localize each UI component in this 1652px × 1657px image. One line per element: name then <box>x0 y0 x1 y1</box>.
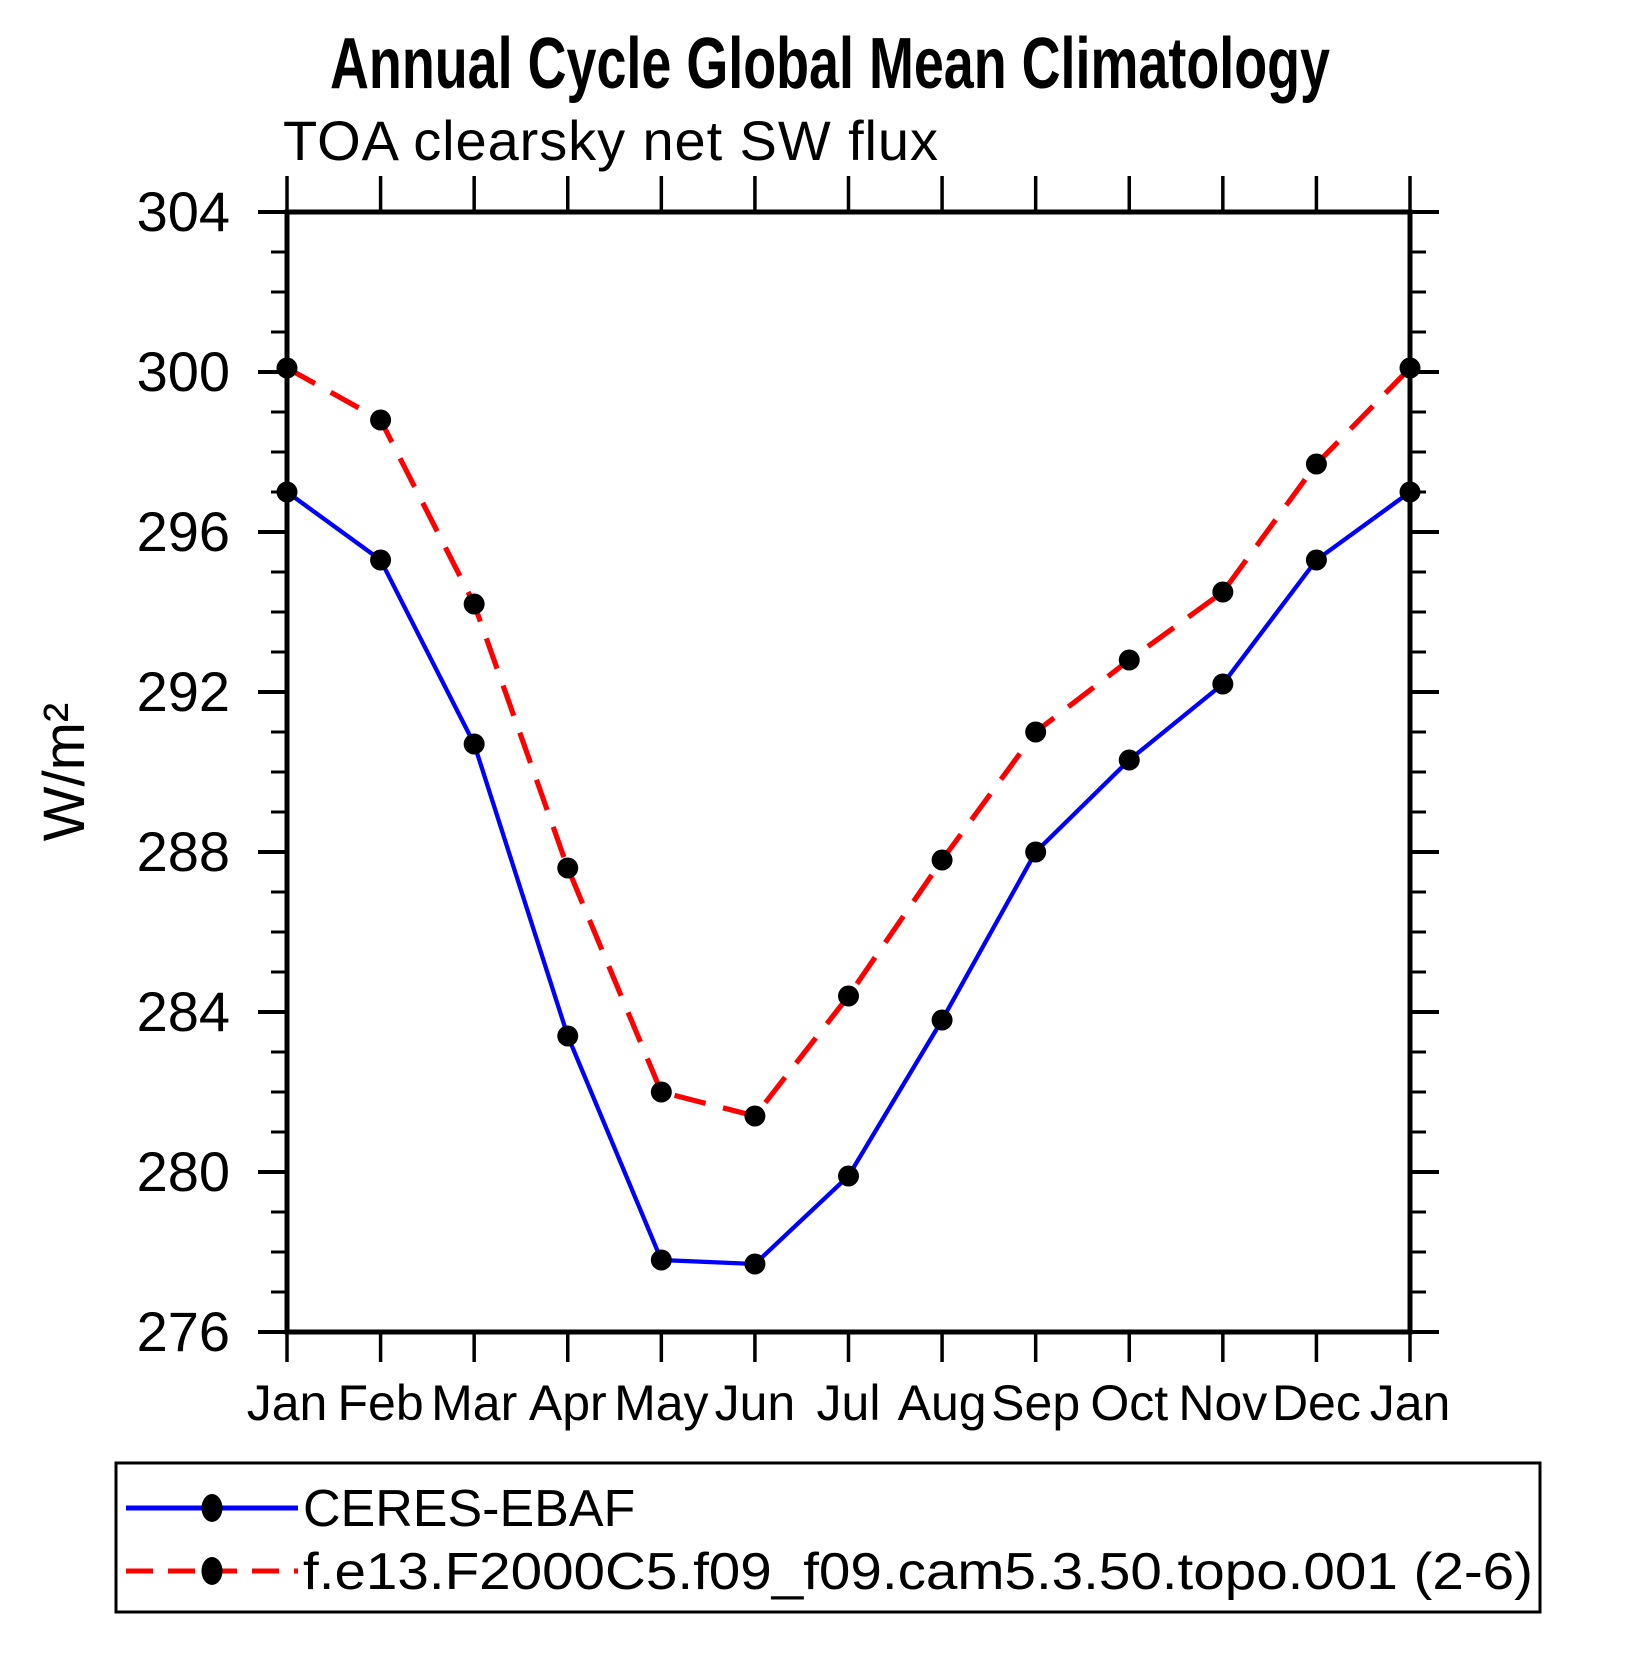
y-axis-title: W/m² <box>32 703 97 842</box>
series-line-ceres-ebaf <box>285 490 1412 1267</box>
y-axis-tick-label: 284 <box>137 980 230 1043</box>
legend-sample-marker <box>201 1494 223 1522</box>
y-axis-tick-label: 300 <box>137 340 230 403</box>
data-point-marker <box>463 593 485 615</box>
data-point-marker <box>650 1081 672 1103</box>
x-axis-tick-label: Dec <box>1272 1375 1361 1431</box>
data-point-marker <box>463 733 485 755</box>
data-point-marker <box>1118 749 1140 771</box>
data-point-marker <box>838 1165 859 1187</box>
y-axis-tick-label: 292 <box>137 660 230 723</box>
x-axis-tick-label: Jan <box>247 1375 328 1431</box>
data-point-marker <box>744 1253 766 1275</box>
x-axis-tick-label: May <box>614 1375 708 1431</box>
data-point-marker <box>370 409 392 431</box>
x-axis-tick-label: Apr <box>529 1375 607 1431</box>
data-point-marker <box>931 1009 953 1031</box>
series-layer <box>276 357 1421 1275</box>
data-point-marker <box>1399 481 1421 503</box>
x-axis-tick-label: Sep <box>991 1375 1080 1431</box>
x-axis-tick-label: Feb <box>337 1375 423 1431</box>
x-axis-tick-label: Jun <box>715 1375 796 1431</box>
data-point-marker <box>1305 453 1327 475</box>
data-point-marker <box>1025 721 1047 743</box>
chart-subtitle: TOA clearsky net SW flux <box>283 109 938 172</box>
data-point-marker <box>931 849 953 871</box>
data-point-marker <box>557 1025 579 1047</box>
legend-box <box>114 1461 1542 1614</box>
y-axis-tick-label: 288 <box>137 820 230 883</box>
data-point-marker <box>276 481 298 503</box>
data-point-marker <box>370 549 392 571</box>
y-axis-tick-label: 296 <box>137 500 230 563</box>
data-point-marker <box>1212 673 1234 695</box>
y-axis-tick-label: 304 <box>137 180 230 243</box>
legend-label-model-run: f.e13.F2000C5.f09_f09.cam5.3.50.topo.001… <box>303 1543 1533 1601</box>
legend-layer <box>114 1461 1542 1614</box>
data-point-marker <box>1305 549 1327 571</box>
x-axis-tick-label: Aug <box>898 1375 987 1431</box>
data-point-marker <box>838 985 859 1007</box>
data-point-marker <box>557 857 579 879</box>
x-axis-tick-label: Jul <box>817 1375 881 1431</box>
data-point-marker <box>744 1105 766 1127</box>
x-axis-tick-label: Mar <box>431 1375 517 1431</box>
data-point-marker <box>1025 841 1047 863</box>
legend-sample-marker <box>201 1557 223 1585</box>
data-point-marker <box>1118 649 1140 671</box>
y-axis-tick-label: 276 <box>137 1300 230 1363</box>
x-axis-tick-label: Jan <box>1370 1375 1451 1431</box>
x-axis-tick-label: Oct <box>1090 1375 1168 1431</box>
chart-title: Annual Cycle Global Mean Climatology <box>330 24 1330 104</box>
x-axis-tick-label: Nov <box>1178 1375 1267 1431</box>
plot-frame <box>284 209 1413 1335</box>
y-axis-tick-label: 280 <box>137 1140 230 1203</box>
data-point-marker <box>1399 357 1421 379</box>
data-point-marker <box>650 1249 672 1271</box>
data-point-marker <box>276 357 298 379</box>
legend-label-ceres-ebaf: CERES-EBAF <box>303 1480 635 1538</box>
data-point-marker <box>1212 581 1234 603</box>
